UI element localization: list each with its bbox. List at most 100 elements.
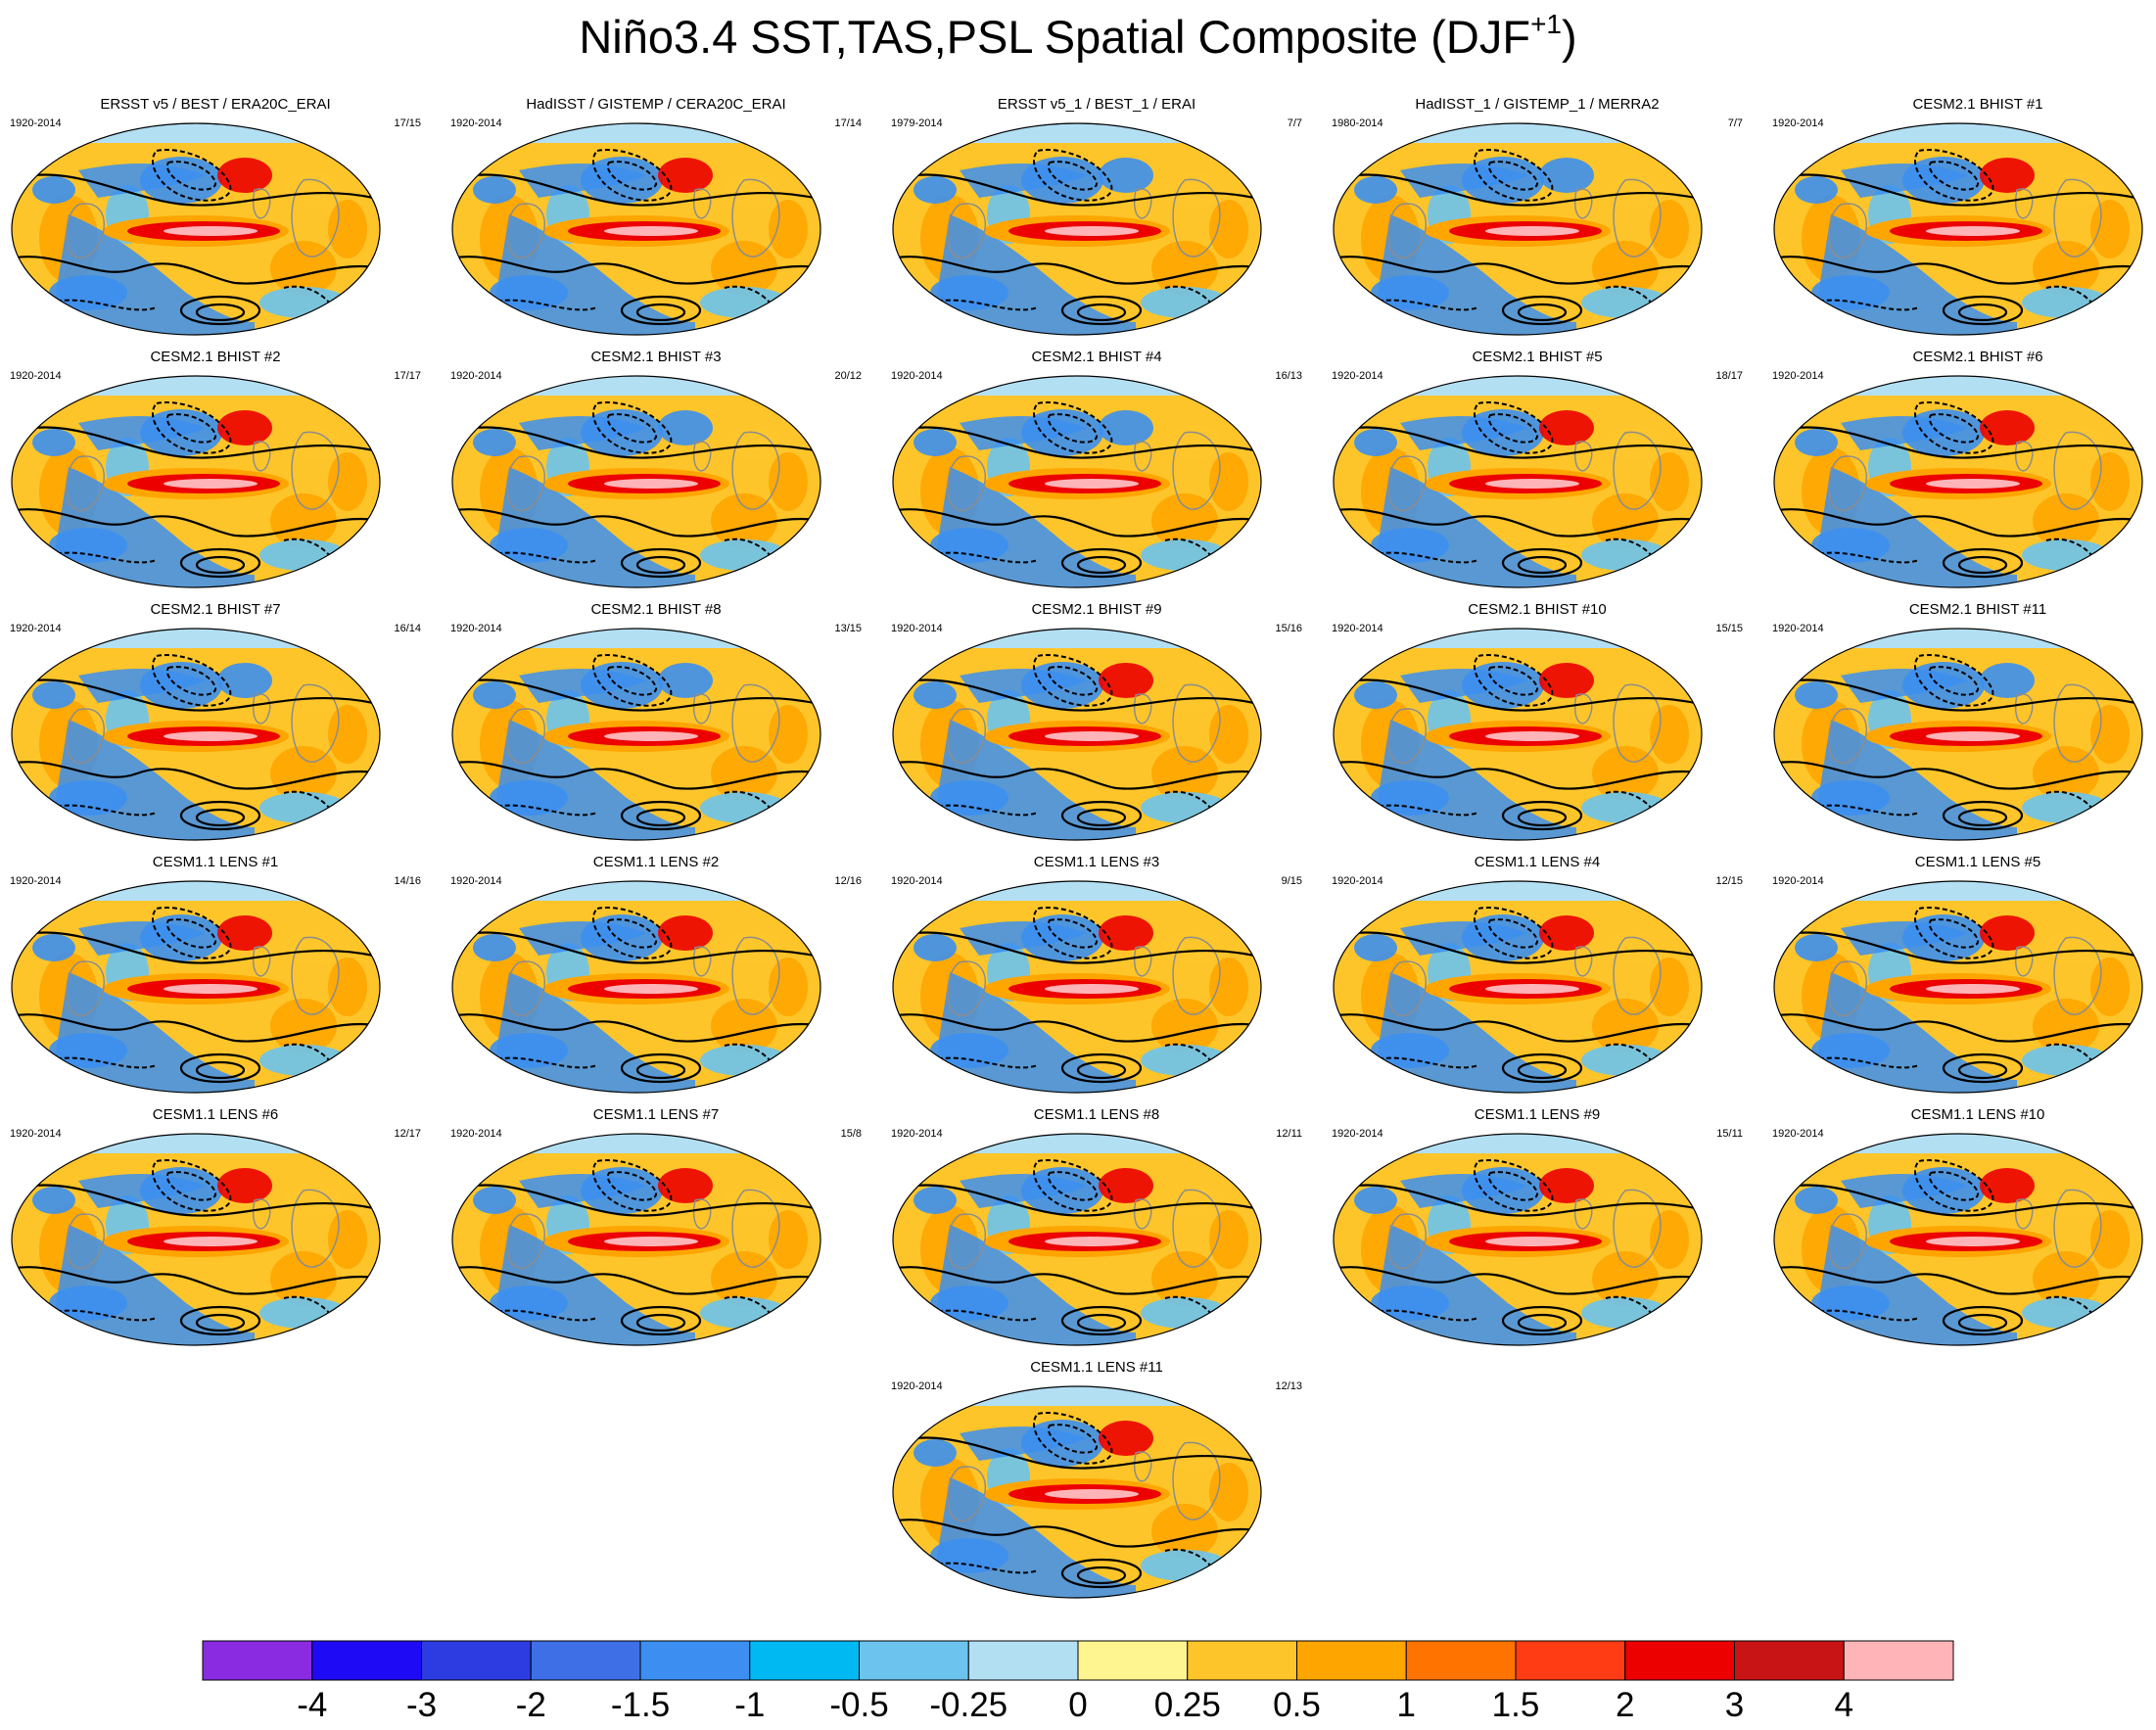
panel-years: 1920-2014 [450, 370, 502, 382]
panel-count: 12/15 [1715, 875, 1743, 887]
composite-map [892, 1133, 1262, 1346]
colorbar-swatch [530, 1640, 641, 1681]
colorbar-swatch [311, 1640, 422, 1681]
panel-title: CESM2.1 BHIST #3 [590, 349, 722, 365]
colorbar-label: -4 [297, 1686, 328, 1724]
colorbar-swatch [859, 1640, 969, 1681]
panel-title: HadISST / GISTEMP / CERA20C_ERAI [526, 96, 786, 113]
composite-map [451, 122, 821, 336]
composite-map [451, 375, 821, 588]
panel-years: 1920-2014 [450, 875, 502, 887]
panel-years: 1920-2014 [1772, 370, 1824, 382]
panel-count: 12/11 [1276, 1128, 1302, 1140]
composite-map [11, 880, 381, 1094]
colorbar-swatch [967, 1640, 1079, 1681]
panel-count: 18/17 [1715, 370, 1743, 382]
panel-title: CESM2.1 BHIST #4 [1031, 349, 1162, 365]
panel-years: 1920-2014 [1332, 623, 1383, 634]
composite-map [11, 375, 381, 588]
panel-years: 1920-2014 [1332, 1128, 1383, 1140]
panel-years: 1920-2014 [891, 875, 943, 887]
colorbar-swatch [1515, 1640, 1626, 1681]
panel-years: 1920-2014 [1772, 875, 1824, 887]
panel-count: 17/17 [394, 370, 421, 382]
panel-title: ERSST v5_1 / BEST_1 / ERAI [997, 96, 1196, 113]
composite-map [1773, 628, 2143, 841]
panel-years: 1920-2014 [450, 623, 502, 634]
panel-title: CESM2.1 BHIST #11 [1908, 601, 2047, 618]
panel-title: CESM1.1 LENS #5 [1914, 854, 2041, 870]
map-panel: CESM2.1 BHIST #8 1920-2014 13/15 [441, 601, 871, 851]
colorbar-label: 3 [1724, 1686, 1745, 1724]
panel-count: 14/16 [394, 875, 421, 887]
map-panel: CESM1.1 LENS #8 1920-2014 12/11 [881, 1106, 1312, 1356]
colorbar-swatch [202, 1640, 313, 1681]
panel-years: 1920-2014 [10, 370, 62, 382]
composite-map [1333, 375, 1703, 588]
panel-years: 1920-2014 [1772, 1128, 1824, 1140]
map-panel: CESM2.1 BHIST #2 1920-2014 17/17 [0, 349, 431, 598]
panel-count: 15/16 [1275, 623, 1302, 634]
composite-map [892, 1385, 1262, 1599]
composite-map [892, 880, 1262, 1094]
panel-count: 12/16 [834, 875, 862, 887]
colorbar-label: 1.5 [1491, 1686, 1540, 1724]
panel-title: CESM1.1 LENS #1 [152, 854, 279, 870]
panel-count: 17/14 [834, 117, 862, 129]
panel-count: 9/15 [1281, 875, 1302, 887]
panel-years: 1979-2014 [891, 117, 943, 129]
composite-map [451, 628, 821, 841]
colorbar-swatch [1734, 1640, 1845, 1681]
colorbar-label: 0.5 [1273, 1686, 1321, 1724]
panel-years: 1920-2014 [1332, 875, 1383, 887]
panel-title: CESM2.1 BHIST #10 [1468, 601, 1607, 618]
panel-count: 16/13 [1275, 370, 1302, 382]
panel-title: CESM1.1 LENS #3 [1033, 854, 1160, 870]
colorbar-swatch [639, 1640, 751, 1681]
composite-map [892, 375, 1262, 588]
panel-years: 1920-2014 [1772, 117, 1824, 129]
panel-years: 1920-2014 [891, 370, 943, 382]
panel-years: 1920-2014 [891, 1380, 943, 1392]
panel-title: CESM1.1 LENS #11 [1030, 1359, 1163, 1376]
panel-years: 1980-2014 [1332, 117, 1383, 129]
colorbar-label: -0.25 [929, 1686, 1008, 1724]
panel-title: CESM1.1 LENS #2 [592, 854, 720, 870]
composite-map [11, 122, 381, 336]
panel-title: CESM1.1 LENS #9 [1474, 1106, 1601, 1123]
panel-title: CESM1.1 LENS #4 [1474, 854, 1601, 870]
panel-years: 1920-2014 [450, 117, 502, 129]
colorbar-label: 1 [1396, 1686, 1416, 1724]
panel-count: 15/15 [1715, 623, 1743, 634]
colorbar-swatch [1405, 1640, 1517, 1681]
panel-count: 15/11 [1716, 1128, 1743, 1140]
colorbar-swatch [1187, 1640, 1297, 1681]
map-panel: CESM2.1 BHIST #3 1920-2014 20/12 [441, 349, 871, 598]
panel-title: CESM2.1 BHIST #5 [1472, 349, 1603, 365]
panel-years: 1920-2014 [10, 875, 62, 887]
panel-title: CESM2.1 BHIST #9 [1031, 601, 1162, 618]
panel-count: 15/8 [840, 1128, 862, 1140]
map-panel: HadISST_1 / GISTEMP_1 / MERRA2 1980-2014 7… [1322, 96, 1753, 346]
map-panel: CESM2.1 BHIST #7 1920-2014 16/14 [0, 601, 431, 851]
panel-title: CESM1.1 LENS #10 [1910, 1106, 2045, 1123]
panel-title: CESM1.1 LENS #7 [592, 1106, 720, 1123]
composite-map [892, 628, 1262, 841]
colorbar-swatch [1843, 1640, 1954, 1681]
colorbar-swatch [421, 1640, 532, 1681]
composite-map [451, 880, 821, 1094]
panel-title: CESM1.1 LENS #8 [1033, 1106, 1160, 1123]
panel-title: HadISST_1 / GISTEMP_1 / MERRA2 [1415, 96, 1660, 113]
panel-title: CESM2.1 BHIST #8 [590, 601, 722, 618]
panel-title: CESM2.1 BHIST #1 [1912, 96, 2043, 113]
colorbar-label: 0.25 [1153, 1686, 1221, 1724]
map-panel: ERSST v5_1 / BEST_1 / ERAI 1979-2014 7/7 [881, 96, 1312, 346]
map-panel: CESM1.1 LENS #2 1920-2014 12/16 [441, 854, 871, 1103]
map-panel: CESM2.1 BHIST #9 1920-2014 15/16 [881, 601, 1312, 851]
map-panel: CESM1.1 LENS #4 1920-2014 12/15 [1322, 854, 1753, 1103]
colorbar-label: -0.5 [829, 1686, 889, 1724]
colorbar-label: -1.5 [610, 1686, 671, 1724]
